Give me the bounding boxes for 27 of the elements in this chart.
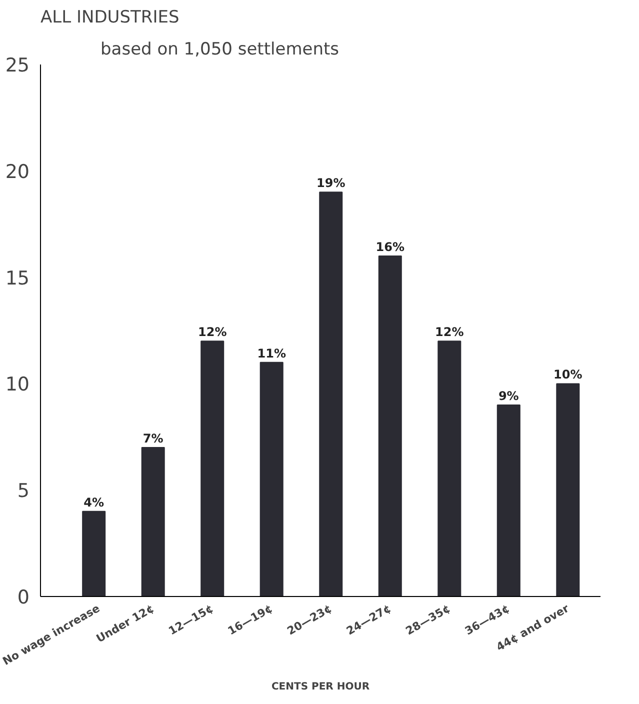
y-tick-label: 25 (5, 54, 30, 76)
x-axis-title: CENTS PER HOUR (271, 682, 370, 693)
data-label: 9% (498, 388, 519, 403)
bar (82, 510, 106, 596)
bar (141, 447, 165, 596)
chart-title: ALL INDUSTRIES (40, 8, 180, 28)
chart-subtitle: based on 1,050 settlements (100, 40, 340, 60)
bar (378, 256, 402, 596)
y-tick-label: 15 (5, 267, 30, 290)
y-tick-label: 10 (5, 374, 30, 396)
data-label: 19% (316, 176, 346, 190)
bar (496, 404, 520, 596)
data-label: 4% (84, 495, 104, 510)
bar (556, 383, 580, 596)
bar (438, 340, 462, 596)
data-label: 12% (198, 325, 227, 340)
y-tick-label: 20 (5, 160, 30, 183)
data-label: 16% (376, 240, 405, 254)
data-label: 7% (142, 432, 164, 446)
data-label: 11% (257, 346, 286, 360)
bar (200, 340, 224, 596)
data-label: 10% (554, 368, 582, 382)
bar (319, 192, 343, 596)
bar (260, 362, 284, 596)
y-tick-label: 0 (17, 586, 30, 608)
data-label: 12% (435, 325, 464, 340)
y-tick-label: 5 (17, 480, 30, 502)
